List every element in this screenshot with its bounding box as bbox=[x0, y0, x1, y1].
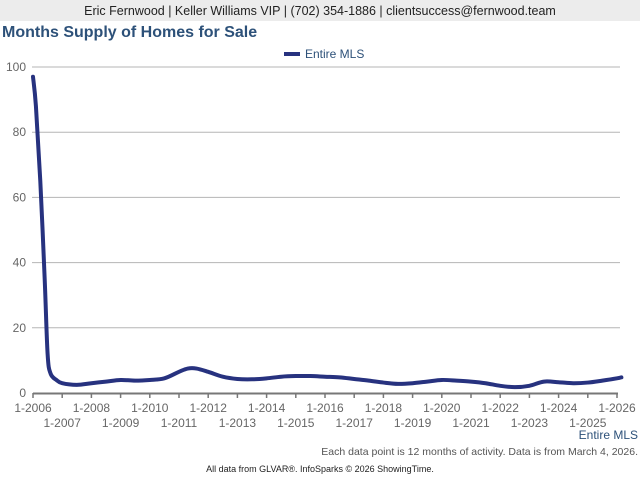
line-chart: 0204060801001-20061-20071-20081-20091-20… bbox=[6, 60, 636, 430]
y-tick-label: 20 bbox=[13, 321, 27, 335]
legend-label: Entire MLS bbox=[305, 47, 365, 61]
x-tick-label: 1-2014 bbox=[248, 401, 286, 415]
x-tick-label: 1-2010 bbox=[131, 401, 169, 415]
x-tick-label: 1-2006 bbox=[14, 401, 52, 415]
x-tick-label: 1-2025 bbox=[569, 416, 607, 430]
chart-title: Months Supply of Homes for Sale bbox=[2, 24, 258, 41]
x-tick-label: 1-2009 bbox=[102, 416, 140, 430]
x-tick-label: 1-2015 bbox=[277, 416, 315, 430]
legend-swatch-icon bbox=[284, 52, 300, 56]
x-tick-label: 1-2008 bbox=[73, 401, 111, 415]
x-tick-label: 1-2012 bbox=[190, 401, 228, 415]
x-tick-label: 1-2007 bbox=[44, 416, 82, 430]
y-tick-label: 40 bbox=[13, 256, 27, 270]
y-tick-label: 0 bbox=[19, 386, 26, 400]
x-tick-label: 1-2011 bbox=[161, 416, 198, 430]
x-tick-label: 1-2018 bbox=[365, 401, 403, 415]
x-tick-label: 1-2021 bbox=[452, 416, 490, 430]
x-tick-label: 1-2026 bbox=[598, 401, 636, 415]
chart-legend: Entire MLS bbox=[284, 47, 364, 61]
series-line-entire-mls bbox=[31, 74, 624, 390]
y-tick-label: 100 bbox=[6, 60, 26, 74]
y-tick-label: 60 bbox=[13, 190, 27, 204]
x-tick-label: 1-2013 bbox=[219, 416, 257, 430]
x-tick-label: 1-2022 bbox=[482, 401, 520, 415]
x-tick-label: 1-2020 bbox=[423, 401, 461, 415]
x-tick-label: 1-2019 bbox=[394, 416, 432, 430]
x-tick-label: 1-2024 bbox=[540, 401, 578, 415]
footer-attribution: All data from GLVAR®. InfoSparks © 2026 … bbox=[206, 464, 434, 474]
x-tick-label: 1-2017 bbox=[336, 416, 374, 430]
contact-header-bar: Eric Fernwood | Keller Williams VIP | (7… bbox=[0, 0, 640, 21]
y-tick-label: 80 bbox=[13, 125, 27, 139]
x-tick-label: 1-2016 bbox=[306, 401, 344, 415]
data-note: Each data point is 12 months of activity… bbox=[321, 446, 638, 458]
series-label: Entire MLS bbox=[578, 428, 638, 442]
x-tick-label: 1-2023 bbox=[511, 416, 549, 430]
